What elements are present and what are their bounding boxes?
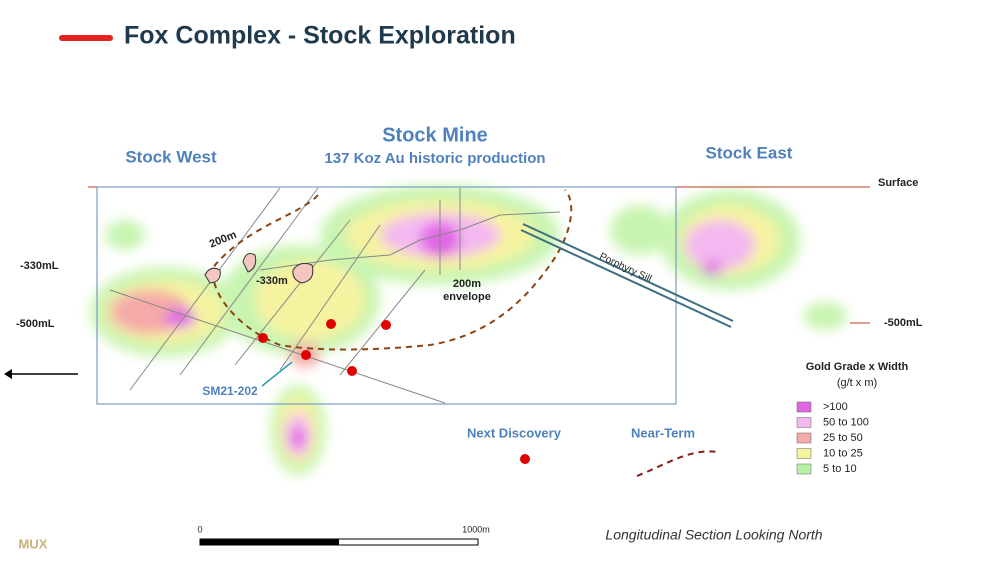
annotation: 200m bbox=[453, 278, 481, 290]
level-label: Surface bbox=[878, 177, 918, 189]
legend-swatch bbox=[796, 432, 812, 444]
legend-label: >100 bbox=[823, 401, 848, 413]
area-label: Stock East bbox=[706, 143, 793, 162]
legend-swatch bbox=[796, 448, 812, 459]
hole-pointer bbox=[261, 361, 293, 387]
legend-label: 50 to 100 bbox=[823, 416, 869, 428]
annotation: Near-Term bbox=[631, 425, 695, 440]
level-label: -500mL bbox=[884, 317, 923, 329]
legend-title: Gold Grade x Width bbox=[806, 361, 909, 373]
legend-swatch bbox=[796, 463, 812, 475]
scale-label: 1000m bbox=[462, 524, 490, 534]
legend-swatch bbox=[796, 417, 812, 428]
annotation: -330m bbox=[256, 275, 288, 287]
drill-holes bbox=[109, 187, 561, 404]
legend-swatch bbox=[796, 401, 812, 413]
area-note: 137 Koz Au historic production bbox=[324, 150, 545, 167]
level-label: -500mL bbox=[16, 318, 55, 330]
area-label: Stock Mine bbox=[382, 124, 488, 146]
annotation: SM21-202 bbox=[202, 384, 258, 398]
scale-label: 0 bbox=[197, 524, 202, 534]
near-term-symbol bbox=[636, 450, 719, 477]
legend-label: 25 to 50 bbox=[823, 432, 863, 444]
direction-arrowhead bbox=[4, 369, 12, 379]
legend-label: 5 to 10 bbox=[823, 463, 857, 475]
legend: >100 50 to 100 25 to 50 10 to 25 5 to 10 bbox=[796, 401, 869, 475]
area-label: Stock West bbox=[125, 147, 217, 166]
logo: MUX bbox=[19, 536, 48, 551]
porphyry-sill bbox=[520, 223, 734, 328]
legend-units: (g/t x m) bbox=[837, 377, 877, 389]
stopes bbox=[204, 253, 314, 284]
targets bbox=[258, 319, 530, 464]
annotation: Next Discovery bbox=[467, 425, 562, 440]
annotation: envelope bbox=[443, 291, 491, 303]
legend-label: 10 to 25 bbox=[823, 447, 863, 459]
level-label: -330mL bbox=[20, 260, 59, 272]
annotation: Porphyry Sill bbox=[598, 251, 654, 285]
scale-bar-fill bbox=[200, 539, 339, 545]
envelope-200m bbox=[212, 189, 573, 351]
title: Fox Complex - Stock Exploration bbox=[124, 22, 516, 50]
caption: Longitudinal Section Looking North bbox=[605, 527, 822, 543]
